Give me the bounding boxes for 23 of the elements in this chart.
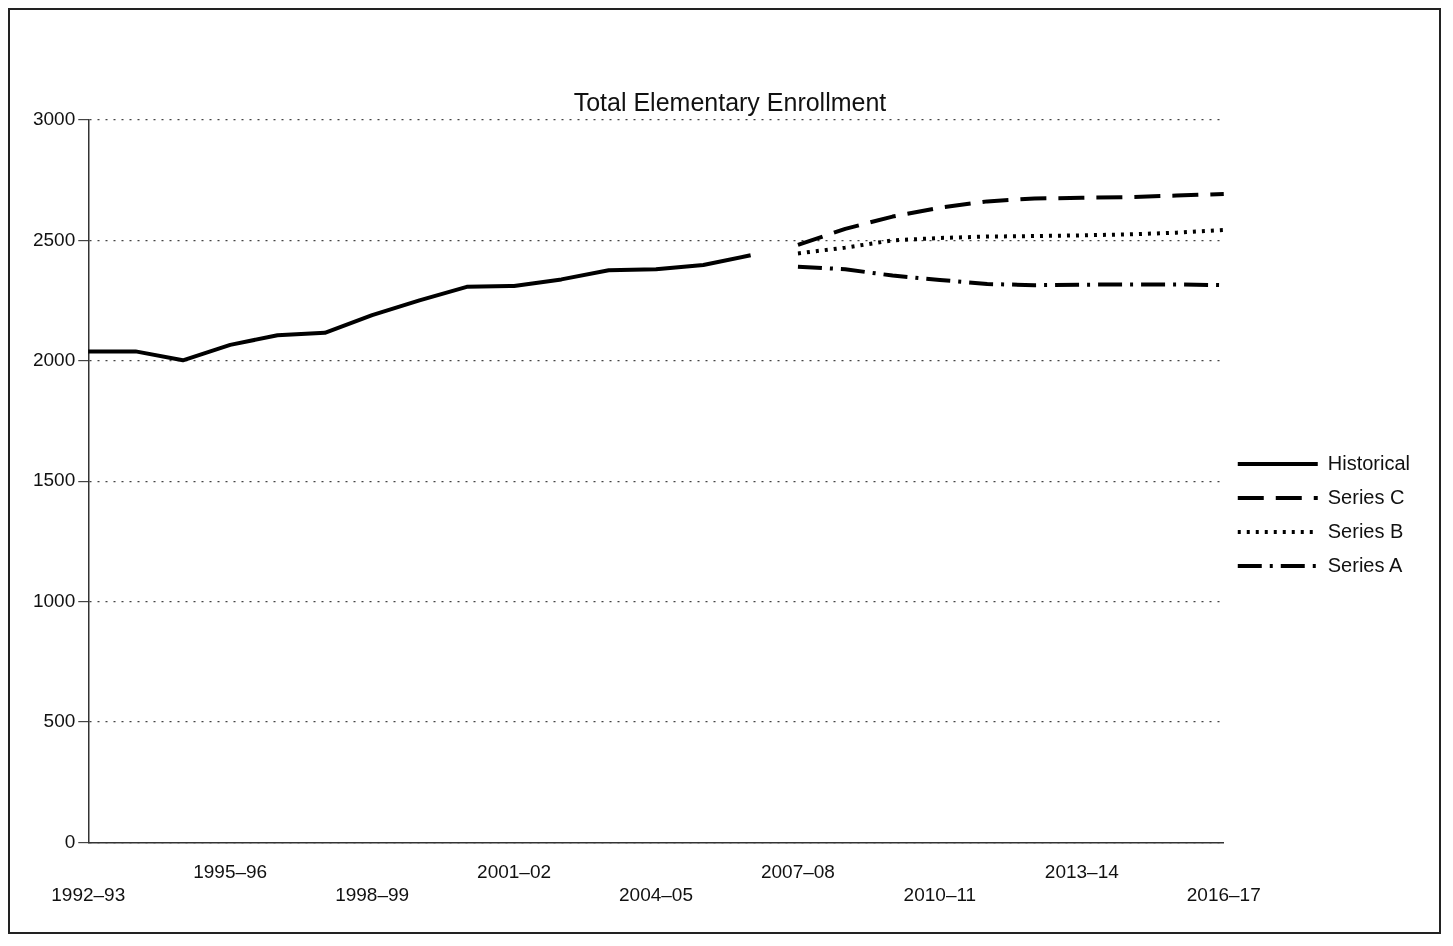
y-tick-label: 500 bbox=[43, 710, 76, 732]
x-tick-label: 2004–05 bbox=[619, 883, 693, 905]
legend-label: Historical bbox=[1327, 451, 1411, 474]
y-tick-label: 2500 bbox=[32, 228, 76, 250]
y-tick-label: 2000 bbox=[32, 349, 76, 371]
x-tick-label: 1992–93 bbox=[51, 883, 126, 905]
legend-label: Series B bbox=[1327, 519, 1404, 542]
x-tick-label: 2013–14 bbox=[1044, 861, 1120, 883]
legend-label: Series C bbox=[1327, 485, 1405, 508]
x-tick-label: 1995–96 bbox=[193, 861, 268, 883]
x-tick-label: 2007–08 bbox=[760, 861, 835, 883]
x-tick-label: 2010–11 bbox=[903, 883, 977, 905]
x-tick-label: 2016–17 bbox=[1186, 883, 1261, 905]
chart-title: Total Elementary Enrollment bbox=[573, 88, 887, 116]
y-tick-label: 3000 bbox=[32, 108, 76, 130]
x-tick-label: 1998–99 bbox=[335, 883, 410, 905]
line-series bbox=[795, 228, 1226, 256]
line-series bbox=[795, 191, 1226, 247]
x-tick-label: 2001–02 bbox=[477, 861, 552, 883]
y-tick-label: 0 bbox=[64, 830, 76, 852]
y-tick-label: 1500 bbox=[32, 469, 76, 491]
legend-label: Series A bbox=[1327, 553, 1403, 576]
y-tick-label: 1000 bbox=[32, 589, 76, 611]
